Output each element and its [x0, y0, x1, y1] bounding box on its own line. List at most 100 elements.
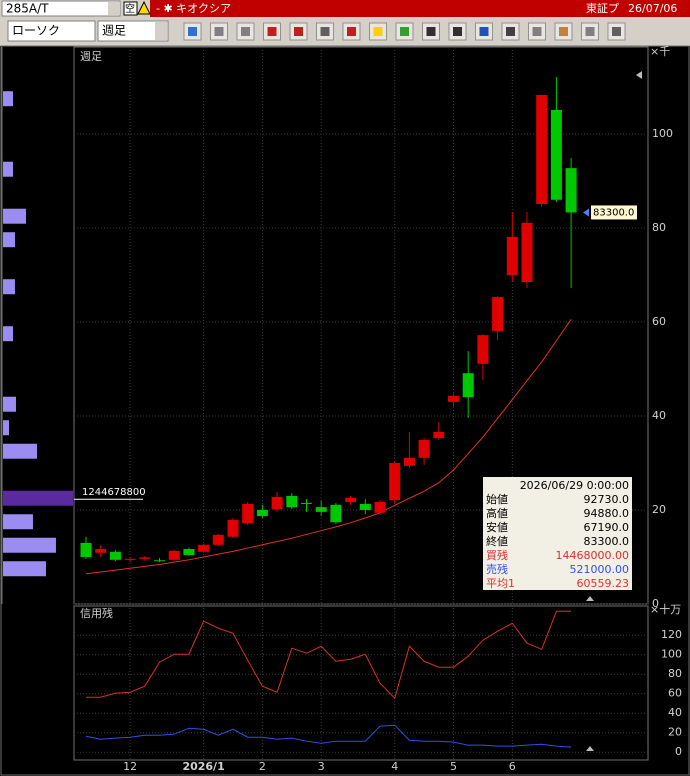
y-tick-label: 40	[668, 706, 682, 719]
candle-body	[448, 395, 459, 402]
candle-body	[286, 495, 298, 508]
chart-frame	[0, 45, 690, 776]
volume-bar	[3, 326, 14, 342]
y-tick-label: 0	[652, 597, 659, 610]
toolbar-icon	[373, 27, 383, 36]
volume-bar	[3, 208, 27, 224]
info-label: 始値	[486, 492, 508, 506]
unit: ×十万	[650, 602, 681, 616]
candle-body	[212, 534, 224, 545]
toolbar-icon	[585, 27, 595, 36]
candle-body	[124, 558, 136, 560]
info-value: 83300.0	[584, 535, 630, 548]
dropdown-button[interactable]	[108, 2, 120, 15]
market: 東証プ	[586, 2, 619, 15]
info-label: 売残	[486, 562, 508, 576]
period-select[interactable]	[97, 20, 169, 42]
candle-body	[168, 550, 180, 560]
y-tick-label: 60	[652, 315, 666, 328]
info-value: 92730.0	[584, 493, 630, 506]
chart-title: 週足	[80, 50, 102, 63]
candle-body	[403, 457, 415, 466]
candle-body	[183, 549, 195, 556]
toolbar-icon	[532, 27, 542, 36]
toolbar-icon	[241, 27, 250, 36]
warning-icon	[137, 0, 151, 15]
y-tick-label: 40	[652, 409, 666, 422]
chart-style: ローソク	[12, 24, 60, 38]
candle-body	[418, 439, 430, 458]
candle-body	[95, 549, 107, 553]
candle-body	[565, 168, 577, 213]
toolbar-icon	[347, 27, 356, 36]
toolbar-icon	[506, 27, 515, 36]
y-tick-label: 0	[675, 745, 682, 758]
volume-bar	[3, 161, 14, 177]
candle-body	[536, 94, 548, 204]
info-value: 14468000.00	[556, 549, 629, 562]
candle-body	[139, 557, 151, 559]
volume-bar	[3, 232, 15, 248]
moving-average	[85, 319, 572, 575]
volume-bar	[3, 91, 14, 107]
volume-bar	[3, 561, 46, 577]
y-tick-label: 100	[661, 648, 682, 661]
candle-body	[271, 496, 283, 510]
info-label: 安値	[486, 520, 508, 534]
style-select[interactable]	[7, 20, 96, 42]
volume-bar	[3, 514, 33, 530]
x-tick-label: 12	[123, 760, 137, 773]
title-bar	[150, 0, 690, 17]
volume-bar	[3, 396, 16, 412]
candle-body	[330, 504, 342, 523]
date: 26/07/06	[628, 2, 677, 15]
info-value: 67190.0	[584, 521, 630, 534]
info-label: 高値	[486, 506, 508, 520]
x-tick-label: 5	[450, 760, 457, 773]
scroll-marker[interactable]	[586, 746, 594, 751]
candle-body	[462, 373, 474, 398]
volume-bar	[3, 420, 10, 436]
y-tick-label: 20	[668, 726, 682, 739]
candle-body	[492, 297, 504, 331]
candle-body	[315, 507, 327, 512]
dropdown-button[interactable]	[155, 22, 167, 40]
volume-bar	[3, 490, 73, 506]
info-bg	[483, 477, 632, 590]
plot-border	[73, 46, 649, 605]
toolbar-icon	[188, 27, 197, 36]
y-tick-label: 80	[668, 667, 682, 680]
info-box: 2026/06/29 0:00:00 始値 92730.0 高値 94880.0 安値 6…	[483, 477, 632, 590]
info-value: 60559.23	[577, 577, 630, 590]
candle-body	[477, 335, 489, 364]
lower-title: 信用残	[80, 606, 113, 620]
scroll-marker[interactable]	[586, 596, 594, 601]
flag: 空	[125, 2, 135, 15]
x-tick-label: 6	[509, 760, 516, 773]
y-tick-label: 100	[652, 127, 673, 140]
toolbar-icon	[426, 27, 436, 36]
margin-line	[86, 610, 572, 700]
lower-plot-border	[73, 605, 649, 761]
x-tick-label: 4	[391, 760, 398, 773]
y-tick-label: 80	[652, 221, 666, 234]
candle-body	[198, 544, 210, 552]
info-label: 買残	[486, 548, 508, 562]
volume-bar	[3, 443, 38, 459]
toolbar: 285A/T 空 - ✱ キオクシア 東証プ 26/07/06 ローソク 週足	[0, 0, 690, 46]
candle-body	[109, 551, 121, 560]
candle-body	[550, 109, 562, 200]
y-tick-label: 120	[661, 628, 682, 641]
price-tag: 83300.0	[593, 207, 634, 218]
period: 週足	[102, 24, 126, 38]
scroll-marker[interactable]	[636, 71, 642, 79]
candle-body	[521, 222, 533, 283]
toolbar-icon	[320, 27, 330, 36]
candle-body	[389, 462, 401, 501]
toolbar-icon	[214, 27, 224, 36]
unit: ×千	[650, 45, 670, 58]
volume-max-label: 1244678800	[82, 487, 146, 498]
candle-body	[359, 503, 371, 510]
y-tick-label: 20	[652, 503, 666, 516]
candle-body	[80, 542, 92, 557]
